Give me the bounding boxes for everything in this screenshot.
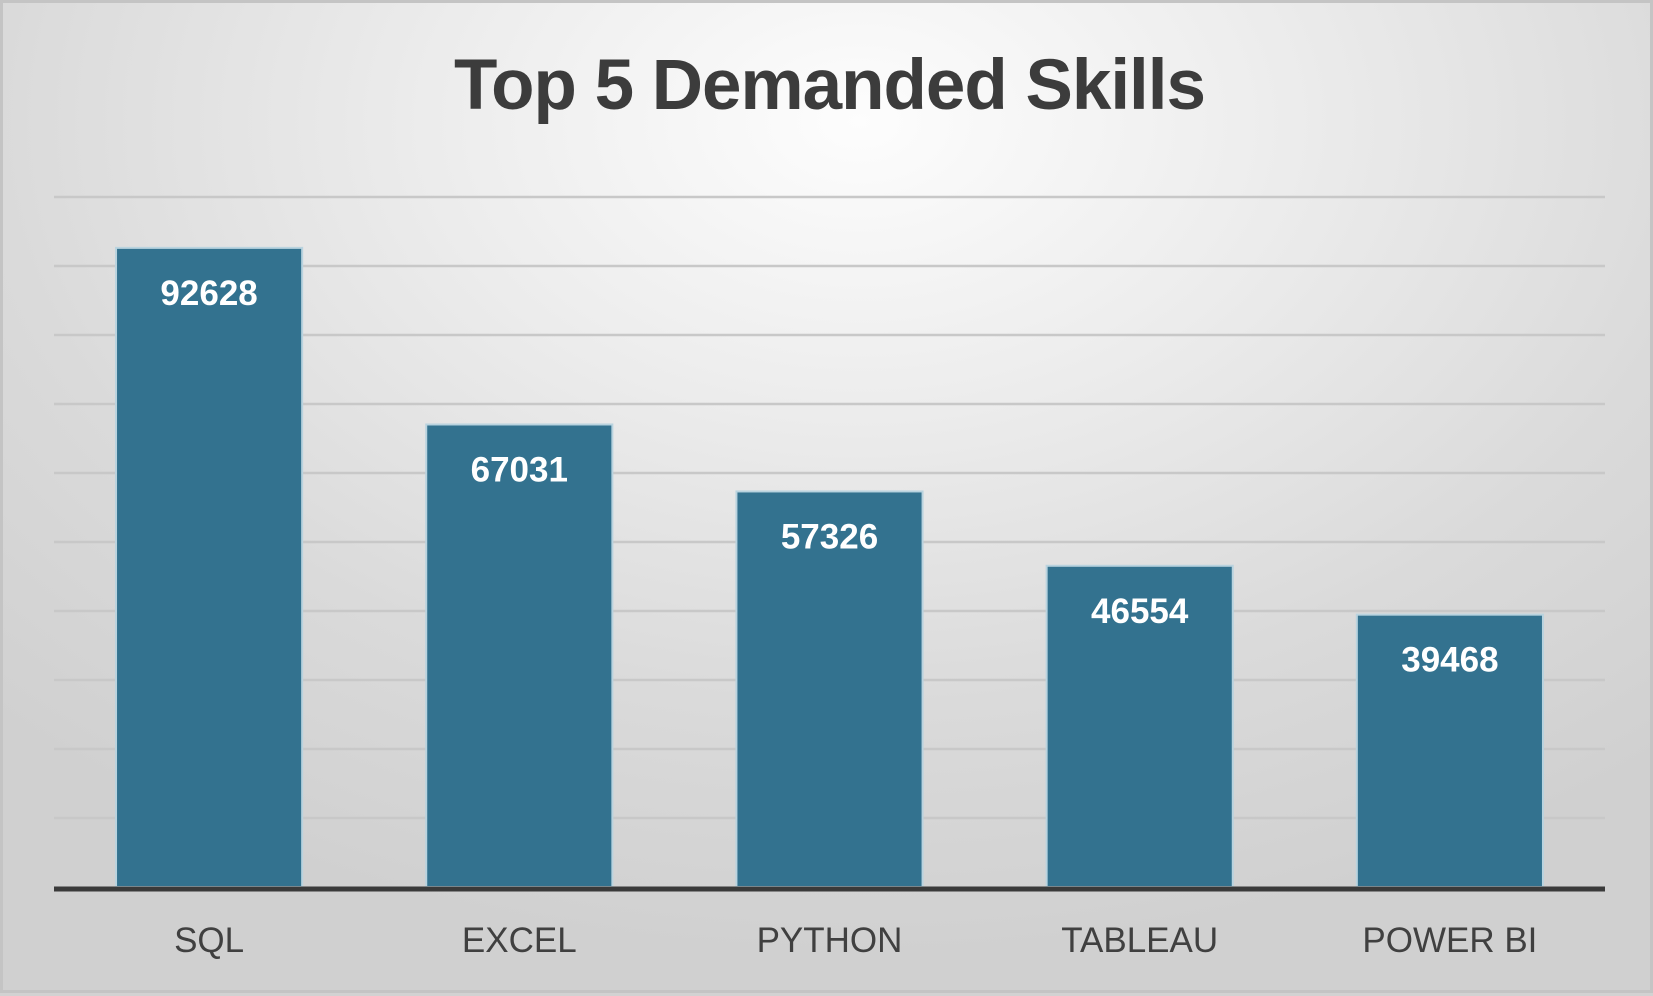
data-label: 46554 bbox=[1091, 592, 1189, 631]
category-label: SQL bbox=[174, 921, 244, 960]
data-labels: 92628 67031 57326 46554 39468 bbox=[160, 274, 1498, 680]
data-label: 57326 bbox=[781, 517, 878, 556]
category-label: EXCEL bbox=[462, 921, 577, 960]
category-labels: SQL EXCEL PYTHON TABLEAU POWER BI bbox=[174, 921, 1537, 960]
bars bbox=[115, 246, 1544, 888]
category-label: PYTHON bbox=[757, 921, 903, 960]
bar-excel bbox=[425, 423, 614, 888]
bar-chart-plot: 92628 67031 57326 46554 39468 SQL EXCEL PYTHON… bbox=[54, 195, 1605, 960]
data-label: 39468 bbox=[1401, 641, 1498, 680]
bar-python bbox=[735, 490, 924, 888]
data-label: 67031 bbox=[471, 450, 568, 489]
bar-tableau bbox=[1045, 564, 1234, 888]
data-label: 92628 bbox=[160, 274, 257, 313]
chart-title: Top 5 Demanded Skills bbox=[454, 46, 1206, 125]
bar-sql bbox=[115, 246, 304, 888]
category-label: TABLEAU bbox=[1061, 921, 1218, 960]
bar-power-bi bbox=[1355, 613, 1544, 888]
category-label: POWER BI bbox=[1362, 921, 1537, 960]
